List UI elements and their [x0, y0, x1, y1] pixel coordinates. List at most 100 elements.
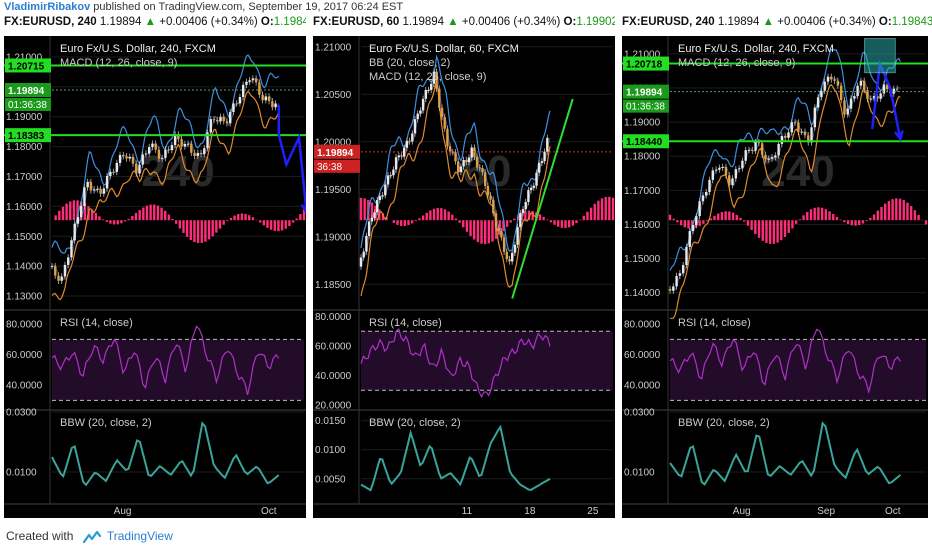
macd-histogram-bar	[850, 220, 853, 226]
candle-body	[241, 84, 245, 97]
macd-histogram-bar	[407, 220, 410, 226]
last-price-label: 1.19894	[626, 88, 663, 99]
macd-histogram-bar	[237, 214, 240, 221]
forecast-arrowhead	[300, 204, 306, 214]
quote-open: 1.19843	[891, 16, 932, 28]
macd-histogram-bar	[54, 215, 57, 221]
candle-body	[502, 237, 506, 252]
candle-body	[451, 152, 454, 154]
bbw-label: BBW (20, close, 2)	[60, 417, 152, 429]
macd-histogram-bar	[705, 220, 709, 222]
tradingview-brand[interactable]: TradingView	[106, 529, 173, 543]
rsi-tick-label: 20.0000	[315, 401, 352, 412]
bar-countdown: 01:36:38	[626, 102, 665, 113]
macd-histogram-bar	[502, 220, 505, 232]
candle-body	[797, 122, 800, 132]
chart-title: Euro Fx/U.S. Dollar, 240, FXCM	[60, 43, 216, 55]
macd-histogram-bar	[211, 220, 214, 237]
macd-histogram-bar	[215, 220, 218, 233]
candle-body	[274, 103, 277, 108]
candle-body	[546, 137, 549, 152]
candle-body	[734, 169, 738, 179]
candle-body	[386, 175, 390, 185]
macd-histogram-bar	[447, 211, 450, 221]
macd-histogram-bar	[846, 220, 850, 225]
candle-body	[787, 132, 790, 138]
macd-histogram-bar	[720, 211, 724, 221]
macd-histogram-bar	[739, 217, 742, 221]
macd-histogram-bar	[458, 220, 461, 223]
candle-body	[500, 231, 503, 238]
macd-histogram-bar	[731, 212, 735, 221]
macd-histogram-bar	[193, 220, 196, 243]
candle-body	[853, 96, 856, 99]
candle-body	[50, 266, 54, 268]
quote-last: 1.19894	[717, 16, 760, 28]
macd-histogram-bar	[226, 220, 229, 222]
macd-histogram-bar	[425, 212, 428, 221]
candle-body	[505, 251, 508, 260]
rsi-tick-label: 40.0000	[6, 381, 43, 392]
candle-body	[705, 191, 708, 196]
target-zone-box	[864, 38, 896, 74]
candle-body	[196, 152, 199, 156]
macd-histogram-bar	[469, 220, 472, 236]
candle-body	[470, 147, 473, 158]
candle-body	[728, 175, 731, 186]
candle-body	[206, 132, 209, 149]
chart-panel-60[interactable]: 60 1.21000 1.20500 1.20000 1.19500 1.19000 1.1…	[313, 36, 615, 518]
macd-histogram-bar	[772, 220, 776, 244]
macd-histogram-bar	[676, 220, 679, 223]
level-price-tag	[5, 58, 51, 73]
macd-histogram-bar	[527, 210, 531, 221]
macd-histogram-bar	[839, 219, 842, 221]
bbw-tick-label: 0.0100	[6, 468, 37, 479]
candle-body	[882, 84, 886, 94]
macd-histogram-bar	[891, 199, 894, 221]
candle-body	[532, 185, 535, 188]
candle-body	[521, 209, 525, 214]
candle-body	[672, 286, 675, 291]
macd-histogram-bar	[498, 220, 501, 236]
author-link[interactable]: VladimirRibakov	[4, 1, 91, 13]
price-tick-label: 1.17000	[6, 172, 43, 183]
macd-histogram-bar	[582, 215, 585, 221]
candle-body	[148, 147, 151, 154]
rsi-line	[669, 328, 901, 395]
macd-histogram-bar	[917, 214, 920, 221]
macd-histogram-bar	[131, 216, 134, 221]
candle-body	[216, 119, 219, 122]
macd-histogram-bar	[608, 196, 611, 221]
candle-body	[446, 128, 449, 147]
candle-body	[849, 98, 853, 109]
forecast-path	[870, 59, 902, 140]
macd-histogram-bar	[872, 214, 876, 221]
rsi-band-fill	[52, 339, 304, 401]
quote-open-label: O:	[260, 16, 274, 28]
candle-body	[721, 166, 724, 168]
chart-panel-240-left[interactable]: 2401.210001.200001.190001.180001.170001.…	[4, 36, 306, 518]
bbw-label: BBW (20, close, 2)	[369, 417, 461, 429]
macd-histogram-bar	[593, 203, 596, 221]
candle-body	[79, 205, 83, 218]
price-tick-label: 1.14000	[624, 288, 661, 299]
chart-panel-240-right[interactable]: 2401.210001.200001.190001.180001.170001.…	[622, 36, 928, 518]
macd-histogram-bar	[589, 207, 593, 221]
candle-body	[258, 82, 261, 95]
price-tick-label: 1.18000	[624, 152, 661, 163]
bbw-tick-label: 0.0300	[624, 408, 655, 419]
macd-histogram-bar	[429, 210, 432, 221]
time-tick-label: 18	[524, 506, 536, 517]
candle-body	[714, 169, 718, 171]
candle-body	[219, 116, 222, 122]
macd-histogram-bar	[687, 220, 690, 229]
time-tick-label: Aug	[114, 506, 132, 517]
macd-histogram-bar	[120, 220, 123, 224]
macd-histogram-bar	[761, 220, 764, 241]
rsi-tick-label: 60.0000	[6, 350, 43, 361]
price-tick-label: 1.21000	[624, 49, 661, 60]
bb-upper-band	[360, 54, 551, 252]
candle-body	[54, 266, 57, 276]
macd-histogram-bar	[924, 220, 928, 225]
up-triangle-icon: ▲	[762, 16, 775, 28]
